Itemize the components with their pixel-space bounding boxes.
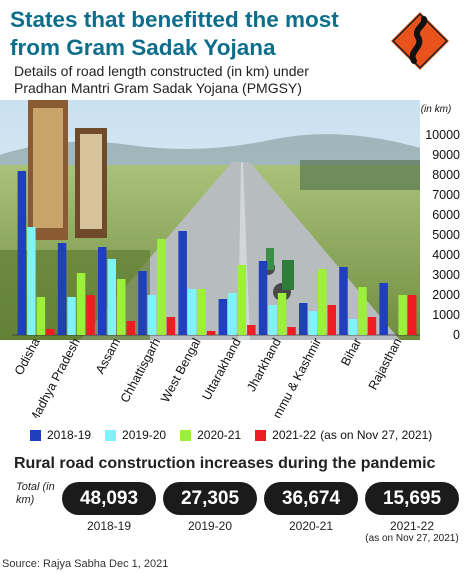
legend-swatch-2018-19 [30, 429, 41, 441]
legend-item-2019-20: 2019-20 [105, 428, 166, 442]
bar-2019-20-odisha [27, 227, 36, 335]
total-card-2019-20: 27,305 2019-20 [163, 482, 257, 533]
bar-2019-20-uttarakhand [228, 293, 237, 335]
legend-swatch-2020-21 [180, 429, 192, 441]
total-value: 15,695 [365, 482, 459, 515]
bar-2021-22-bihar [367, 317, 377, 335]
x-tick-label: Bihar [338, 336, 364, 368]
legend-label-2021-22: 2021-22 [272, 428, 317, 442]
y-tick-label: 2000 [432, 288, 460, 302]
legend-label-2018-19: 2018-19 [47, 428, 92, 442]
total-card-2020-21: 36,674 2020-21 [264, 482, 358, 533]
legend-label-2019-20: 2019-20 [122, 428, 167, 442]
y-tick-label: 5000 [432, 228, 460, 242]
bar-2021-22-jharkhand [287, 327, 296, 335]
bar-2019-20-jammu-kashmir [308, 311, 317, 335]
source-note: Source: Rajya Sabha Dec 1, 2021 [2, 558, 169, 570]
bar-2018-19-uttarakhand [218, 299, 228, 335]
total-note: (as on Nov 27, 2021) [365, 533, 459, 544]
bar-2021-22-madhya-pradesh [86, 295, 95, 335]
legend-item-2020-21: 2020-21 [180, 428, 241, 442]
total-year: 2021-22 [389, 519, 435, 533]
bar-2018-19-chhattisgarh [138, 271, 147, 335]
legend-note: (as on Nov 27, 2021) [320, 428, 433, 442]
bar-2019-20-bihar [348, 319, 358, 335]
x-tick-label: Jharkhand [244, 336, 284, 394]
totals-row: 48,093 2018-19 27,305 2019-20 36,674 202… [62, 482, 462, 562]
page-title: States that benefitted the most from Gra… [10, 7, 339, 60]
x-tick-label: Chhattisgarh [118, 336, 164, 405]
bar-2019-20-west-bengal [187, 289, 197, 335]
bar-2021-22-west-bengal [206, 331, 216, 335]
bar-2020-21-uttarakhand [237, 265, 247, 335]
bar-2019-20-madhya-pradesh [67, 297, 76, 335]
total-card-2018-19: 48,093 2018-19 [62, 482, 156, 533]
legend-swatch-2021-22 [255, 429, 267, 441]
bar-2021-22-chhattisgarh [166, 317, 176, 335]
y-tick-label: 1000 [432, 308, 460, 322]
road-length-bar-chart: (in km) 0 1000 2000 3000 4000 5000 6000 7000 8000… [12, 104, 460, 418]
bar-2018-19-jharkhand [258, 261, 268, 335]
bar-2020-21-jharkhand [277, 293, 287, 335]
y-tick-label: 9000 [432, 148, 460, 162]
bar-2020-21-west-bengal [197, 289, 206, 335]
x-tick-label: Uttarakhand [199, 336, 243, 403]
bar-2021-22-uttarakhand [247, 325, 256, 335]
bar-2020-21-chhattisgarh [157, 239, 166, 335]
x-tick-label: Assam [93, 336, 123, 376]
total-value: 27,305 [163, 482, 257, 515]
legend-label-2020-21: 2020-21 [197, 428, 242, 442]
total-year: 2020-21 [288, 519, 334, 533]
bar-2020-21-bihar [358, 287, 367, 335]
x-tick-label: Rajasthan [366, 336, 405, 392]
bar-2019-20-jharkhand [268, 305, 277, 335]
bar-2018-19-west-bengal [178, 231, 187, 335]
total-value: 36,674 [264, 482, 358, 515]
bar-2020-21-assam [117, 279, 126, 335]
bar-2020-21-madhya-pradesh [76, 273, 86, 335]
y-tick-label: 4000 [432, 248, 460, 262]
bar-2018-19-madhya-pradesh [57, 243, 67, 335]
winding-road-sign-icon [386, 7, 454, 75]
bar-2021-22-assam [126, 321, 135, 335]
x-tick-label: Odisha [12, 336, 43, 378]
bar-2018-19-odisha [17, 171, 27, 335]
bar-2019-20-chhattisgarh [147, 295, 157, 335]
y-tick-label: 8000 [432, 168, 460, 182]
bar-2020-21-jammu-kashmir [318, 269, 327, 335]
y-tick-label: 0 [453, 328, 460, 342]
y-tick-label: 10000 [425, 128, 460, 142]
y-unit-label: (in km) [421, 104, 452, 115]
bar-2020-21-rajasthan [398, 295, 407, 335]
x-tick-label: West Bengal [158, 336, 204, 405]
bar-2021-22-rajasthan [407, 295, 417, 335]
total-year: 2018-19 [86, 519, 132, 533]
total-value: 48,093 [62, 482, 156, 515]
y-tick-label: 3000 [432, 268, 460, 282]
bar-2019-20-assam [107, 259, 116, 335]
summary-title: Rural road construction increases during… [14, 455, 436, 472]
total-card-2021-22: 15,695 2021-22 (as on Nov 27, 2021) [365, 482, 459, 545]
total-label: Total (in km) [16, 481, 55, 506]
bar-2021-22-odisha [46, 329, 55, 335]
y-tick-label: 6000 [432, 208, 460, 222]
bar-2018-19-assam [98, 247, 107, 335]
bar-2021-22-jammu-kashmir [327, 305, 336, 335]
y-tick-label: 7000 [432, 188, 460, 202]
total-year: 2019-20 [187, 519, 233, 533]
legend-item-2018-19: 2018-19 [30, 428, 91, 442]
legend-swatch-2019-20 [105, 429, 117, 441]
bar-2020-21-odisha [36, 297, 46, 335]
chart-legend: 2018-19 2019-20 2020-21 2021-22 (as on N… [30, 428, 446, 442]
chart-subtitle: Details of road length constructed (in k… [14, 63, 309, 96]
bar-2018-19-bihar [339, 267, 348, 335]
bar-2018-19-jammu-kashmir [299, 303, 308, 335]
bar-2018-19-rajasthan [379, 283, 388, 335]
legend-item-2021-22: 2021-22 (as on Nov 27, 2021) [255, 428, 432, 442]
